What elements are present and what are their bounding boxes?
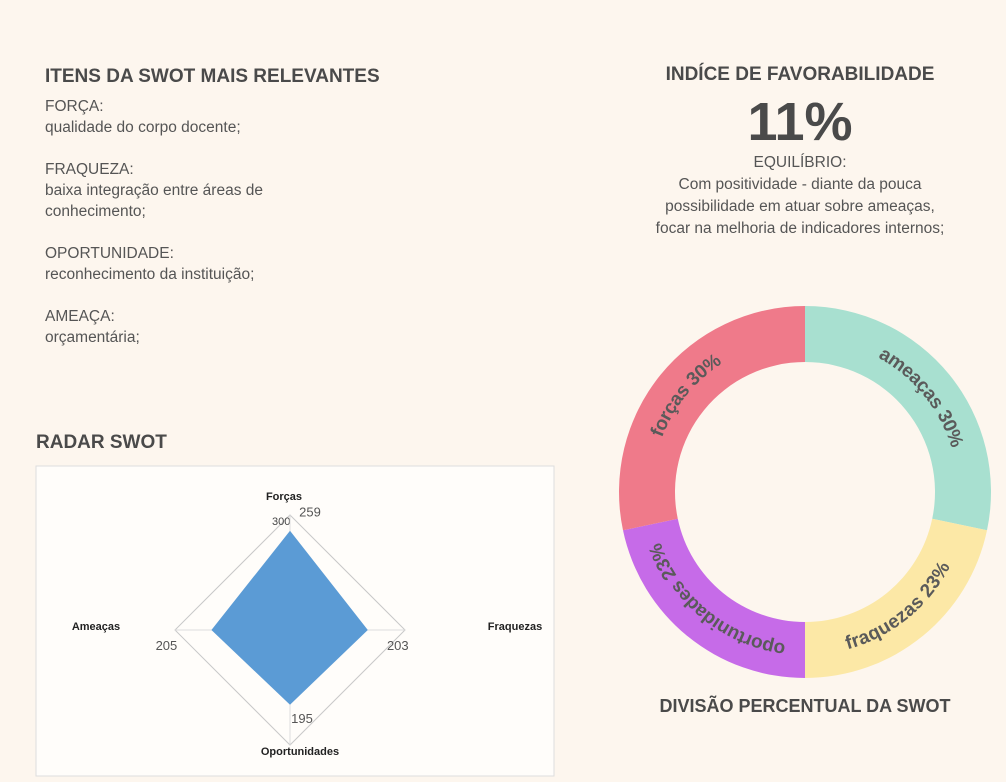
donut-segment bbox=[622, 518, 805, 678]
radar-category-label: Forças bbox=[266, 491, 302, 503]
favorability-value: 11% bbox=[747, 92, 853, 152]
radar-tick-label: 300 bbox=[272, 516, 290, 528]
donut-segment bbox=[805, 306, 992, 531]
favorability-subtitle: EQUILÍBRIO: bbox=[753, 154, 847, 171]
favorability-title: INDÍCE DE FAVORABILIDADE bbox=[665, 64, 935, 85]
swot-item-text: baixa integração entre áreas de conhecim… bbox=[45, 182, 264, 220]
donut-segment bbox=[805, 518, 988, 678]
donut-segment bbox=[619, 306, 805, 531]
radar-category-label: Ameaças bbox=[72, 621, 120, 633]
swot-item-label: FORÇA: bbox=[45, 98, 104, 115]
favorability: INDÍCE DE FAVORABILIDADE 11% EQUILÍBRIO:… bbox=[640, 64, 960, 240]
swot-item-text: reconhecimento da instituição; bbox=[45, 266, 255, 283]
radar-value-label: 203 bbox=[387, 638, 409, 653]
radar-value-label: 259 bbox=[299, 505, 321, 520]
swot-item-text: qualidade do corpo docente; bbox=[45, 119, 241, 136]
donut-title: DIVISÃO PERCENTUAL DA SWOT bbox=[659, 695, 950, 716]
radar-area bbox=[211, 530, 368, 705]
radar-category-label: Oportunidades bbox=[261, 746, 339, 758]
swot-item-label: OPORTUNIDADE: bbox=[45, 245, 174, 262]
swot-item-text: orçamentária; bbox=[45, 329, 140, 346]
swot-items-title: ITENS DA SWOT MAIS RELEVANTES bbox=[45, 66, 380, 87]
favorability-text: Com positividade - diante da pouca possi… bbox=[655, 176, 945, 237]
radar-category-label: Fraquezas bbox=[488, 621, 542, 633]
swot-item-label: AMEAÇA: bbox=[45, 308, 115, 325]
swot-item-label: FRAQUEZA: bbox=[45, 161, 134, 178]
swot-item: FRAQUEZA: baixa integração entre áreas de… bbox=[45, 159, 345, 222]
swot-items: FORÇA: qualidade do corpo docente; FRAQUEZ… bbox=[45, 96, 345, 369]
radar-title: RADAR SWOT bbox=[36, 432, 167, 453]
swot-item: FORÇA: qualidade do corpo docente; bbox=[45, 96, 345, 138]
radar-value-label: 195 bbox=[291, 711, 313, 726]
swot-item: AMEAÇA: orçamentária; bbox=[45, 306, 345, 348]
radar-value-label: 205 bbox=[156, 638, 178, 653]
swot-item: OPORTUNIDADE: reconhecimento da instituiç… bbox=[45, 243, 345, 285]
